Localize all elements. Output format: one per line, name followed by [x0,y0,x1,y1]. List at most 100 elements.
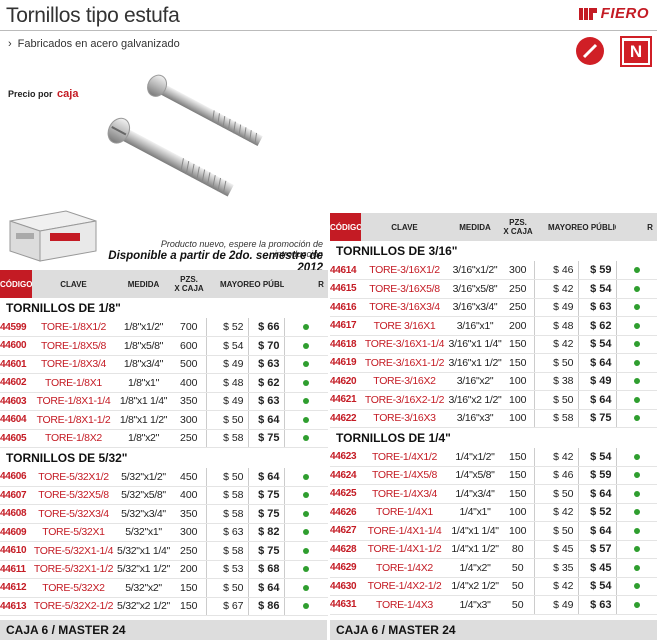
medida-cell: 1/8"x1 1/4" [115,392,172,411]
publico-price-cell: $ 52 [577,503,616,522]
mayoreo-price-cell: $ 53 [205,560,248,579]
available-dot-icon [633,564,640,571]
mayoreo-price-cell: $ 49 [533,595,578,615]
pzs-cell: 150 [502,353,534,373]
medida-cell: 1/4"x1" [448,503,502,522]
medida-cell: 3/16"x1 1/4" [448,335,502,354]
pzs-cell: 150 [502,335,534,354]
available-dot-icon [303,492,310,499]
new-product-note: Producto nuevo, espere la promoción de i… [160,239,323,259]
publico-price-cell: $ 64 [577,353,616,373]
available-dot-icon [303,342,310,349]
availability-cell [283,523,328,542]
mayoreo-price-cell: $ 38 [533,372,578,391]
pzs-cell: 250 [502,279,534,299]
table-row: 44623 TORE-1/4X1/2 1/4"x1/2" 150 $ 42 $ 54 [330,447,657,467]
mayoreo-price-cell: $ 50 [205,578,248,598]
clave-cell: TORE-1/8X1 [32,373,115,393]
publico-label: PÚBLICO [590,222,616,232]
table-row: 44604 TORE-1/8X1-1/2 1/8"x1 1/2" 300 $ 50 $ 6… [0,410,328,430]
clave-cell: TORE-1/4X3 [361,595,448,615]
available-dot-icon [633,415,640,422]
table-row: 44629 TORE-1/4X2 1/4"x2" 50 $ 35 $ 45 [330,558,657,578]
availability-cell [283,541,328,561]
clave-cell: TORE-3/16X3/4 [361,298,448,317]
pzs-cell: 150 [502,447,534,467]
pzs-cell: 350 [172,392,206,411]
medida-cell: 1/8"x2" [115,429,172,448]
codigo-cell: 44613 [0,597,32,616]
publico-price-cell: $ 70 [247,336,284,356]
available-dot-icon [303,324,310,330]
clave-cell: TORE-1/4X1-1/4 [361,521,448,541]
clave-cell: TORE-1/4X1/2 [361,447,448,467]
clave-cell: TORE-3/16X1-1/4 [361,335,448,354]
medida-cell: 1/4"x3/4" [448,484,502,504]
availability-cell [615,540,657,559]
pzs-cell: 300 [172,410,206,430]
column-header-codigo: CÓDIGO [0,270,32,298]
clave-cell: TORE-1/4X2 [361,558,448,578]
mayoreo-price-cell: $ 49 [205,355,248,374]
table-row: 44608 TORE-5/32X3/4 5/32"x3/4" 350 $ 58 $ 75 [0,504,328,524]
mayoreo-label: MAYOREO [220,279,261,289]
pzs-cell: 50 [502,595,534,615]
medida-cell: 1/4"x5/8" [448,466,502,485]
publico-price-cell: $ 66 [247,318,284,337]
table-row: 44615 TORE-3/16X5/8 3/16"x5/8" 250 $ 42 $ 54 [330,279,657,299]
available-dot-icon [303,566,310,573]
medida-cell: 5/32"x1" [115,523,172,542]
publico-price-cell: $ 59 [577,261,616,280]
availability-cell [615,595,657,615]
available-dot-icon [633,285,640,292]
clave-cell: TORE-3/16X1-1/2 [361,353,448,373]
publico-price-cell: $ 75 [247,541,284,561]
clave-cell: TORE-3/16X1/2 [361,261,448,280]
clave-cell: TORE-1/8X1/2 [32,318,115,337]
publico-price-cell: $ 75 [577,409,616,428]
table-row: 44628 TORE-1/4X1-1/2 1/4"x1 1/2" 80 $ 45 $ 57 [330,540,657,559]
codigo-cell: 44619 [330,353,361,373]
availability-cell [283,373,328,393]
price-table-left: CÓDIGO CLAVE MEDIDA PZS. X CAJA MAYOREO P… [0,270,328,616]
pzs-cell: 500 [172,355,206,374]
available-dot-icon [633,546,640,553]
availability-cell [283,467,328,487]
table-row: 44607 TORE-5/32X5/8 5/32"x5/8" 400 $ 58 $ 75 [0,486,328,505]
clave-cell: TORE-5/32X1-1/4 [32,541,115,561]
medida-cell: 5/32"x3/4" [115,504,172,524]
medida-cell: 1/4"x1/2" [448,447,502,467]
pzs-cell: 150 [502,466,534,485]
pzs-cell: 80 [502,540,534,559]
publico-price-cell: $ 64 [247,467,284,487]
price-table-right: CÓDIGO CLAVE MEDIDA PZS. X CAJA MAYOREO P… [330,213,657,615]
table-row: 44617 TORE 3/16X1 3/16"x1" 200 $ 48 $ 62 [330,316,657,336]
xcaja-label: X CAJA [503,227,533,236]
mayoreo-price-cell: $ 50 [533,521,578,541]
availability-cell [283,318,328,337]
available-dot-icon [633,304,640,311]
mayoreo-price-cell: $ 50 [533,390,578,410]
available-dot-icon [303,473,310,480]
mayoreo-price-cell: $ 42 [533,503,578,522]
available-dot-icon [303,547,310,554]
available-dot-icon [303,416,310,423]
mayoreo-price-cell: $ 48 [205,373,248,393]
column-header-pzs: PZS. X CAJA [502,213,534,241]
availability-cell [615,335,657,354]
clave-cell: TORE-5/32X1 [32,523,115,542]
codigo-cell: 44602 [0,373,32,393]
clave-cell: TORE-5/32X1/2 [32,467,115,487]
clave-cell: TORE-1/8X2 [32,429,115,448]
pzs-cell: 300 [502,261,534,280]
column-header-empty [616,213,643,241]
available-dot-icon [633,601,640,608]
publico-price-cell: $ 49 [577,372,616,391]
pzs-cell: 400 [172,486,206,505]
section-title: TORNILLOS DE 1/8" [6,301,121,315]
clave-cell: TORE-1/4X3/4 [361,484,448,504]
column-header-prices: MAYOREO PÚBLICO [206,270,284,298]
medida-cell: 1/4"x2 1/2" [448,577,502,596]
pzs-cell: 100 [502,503,534,522]
mayoreo-price-cell: $ 58 [205,504,248,524]
